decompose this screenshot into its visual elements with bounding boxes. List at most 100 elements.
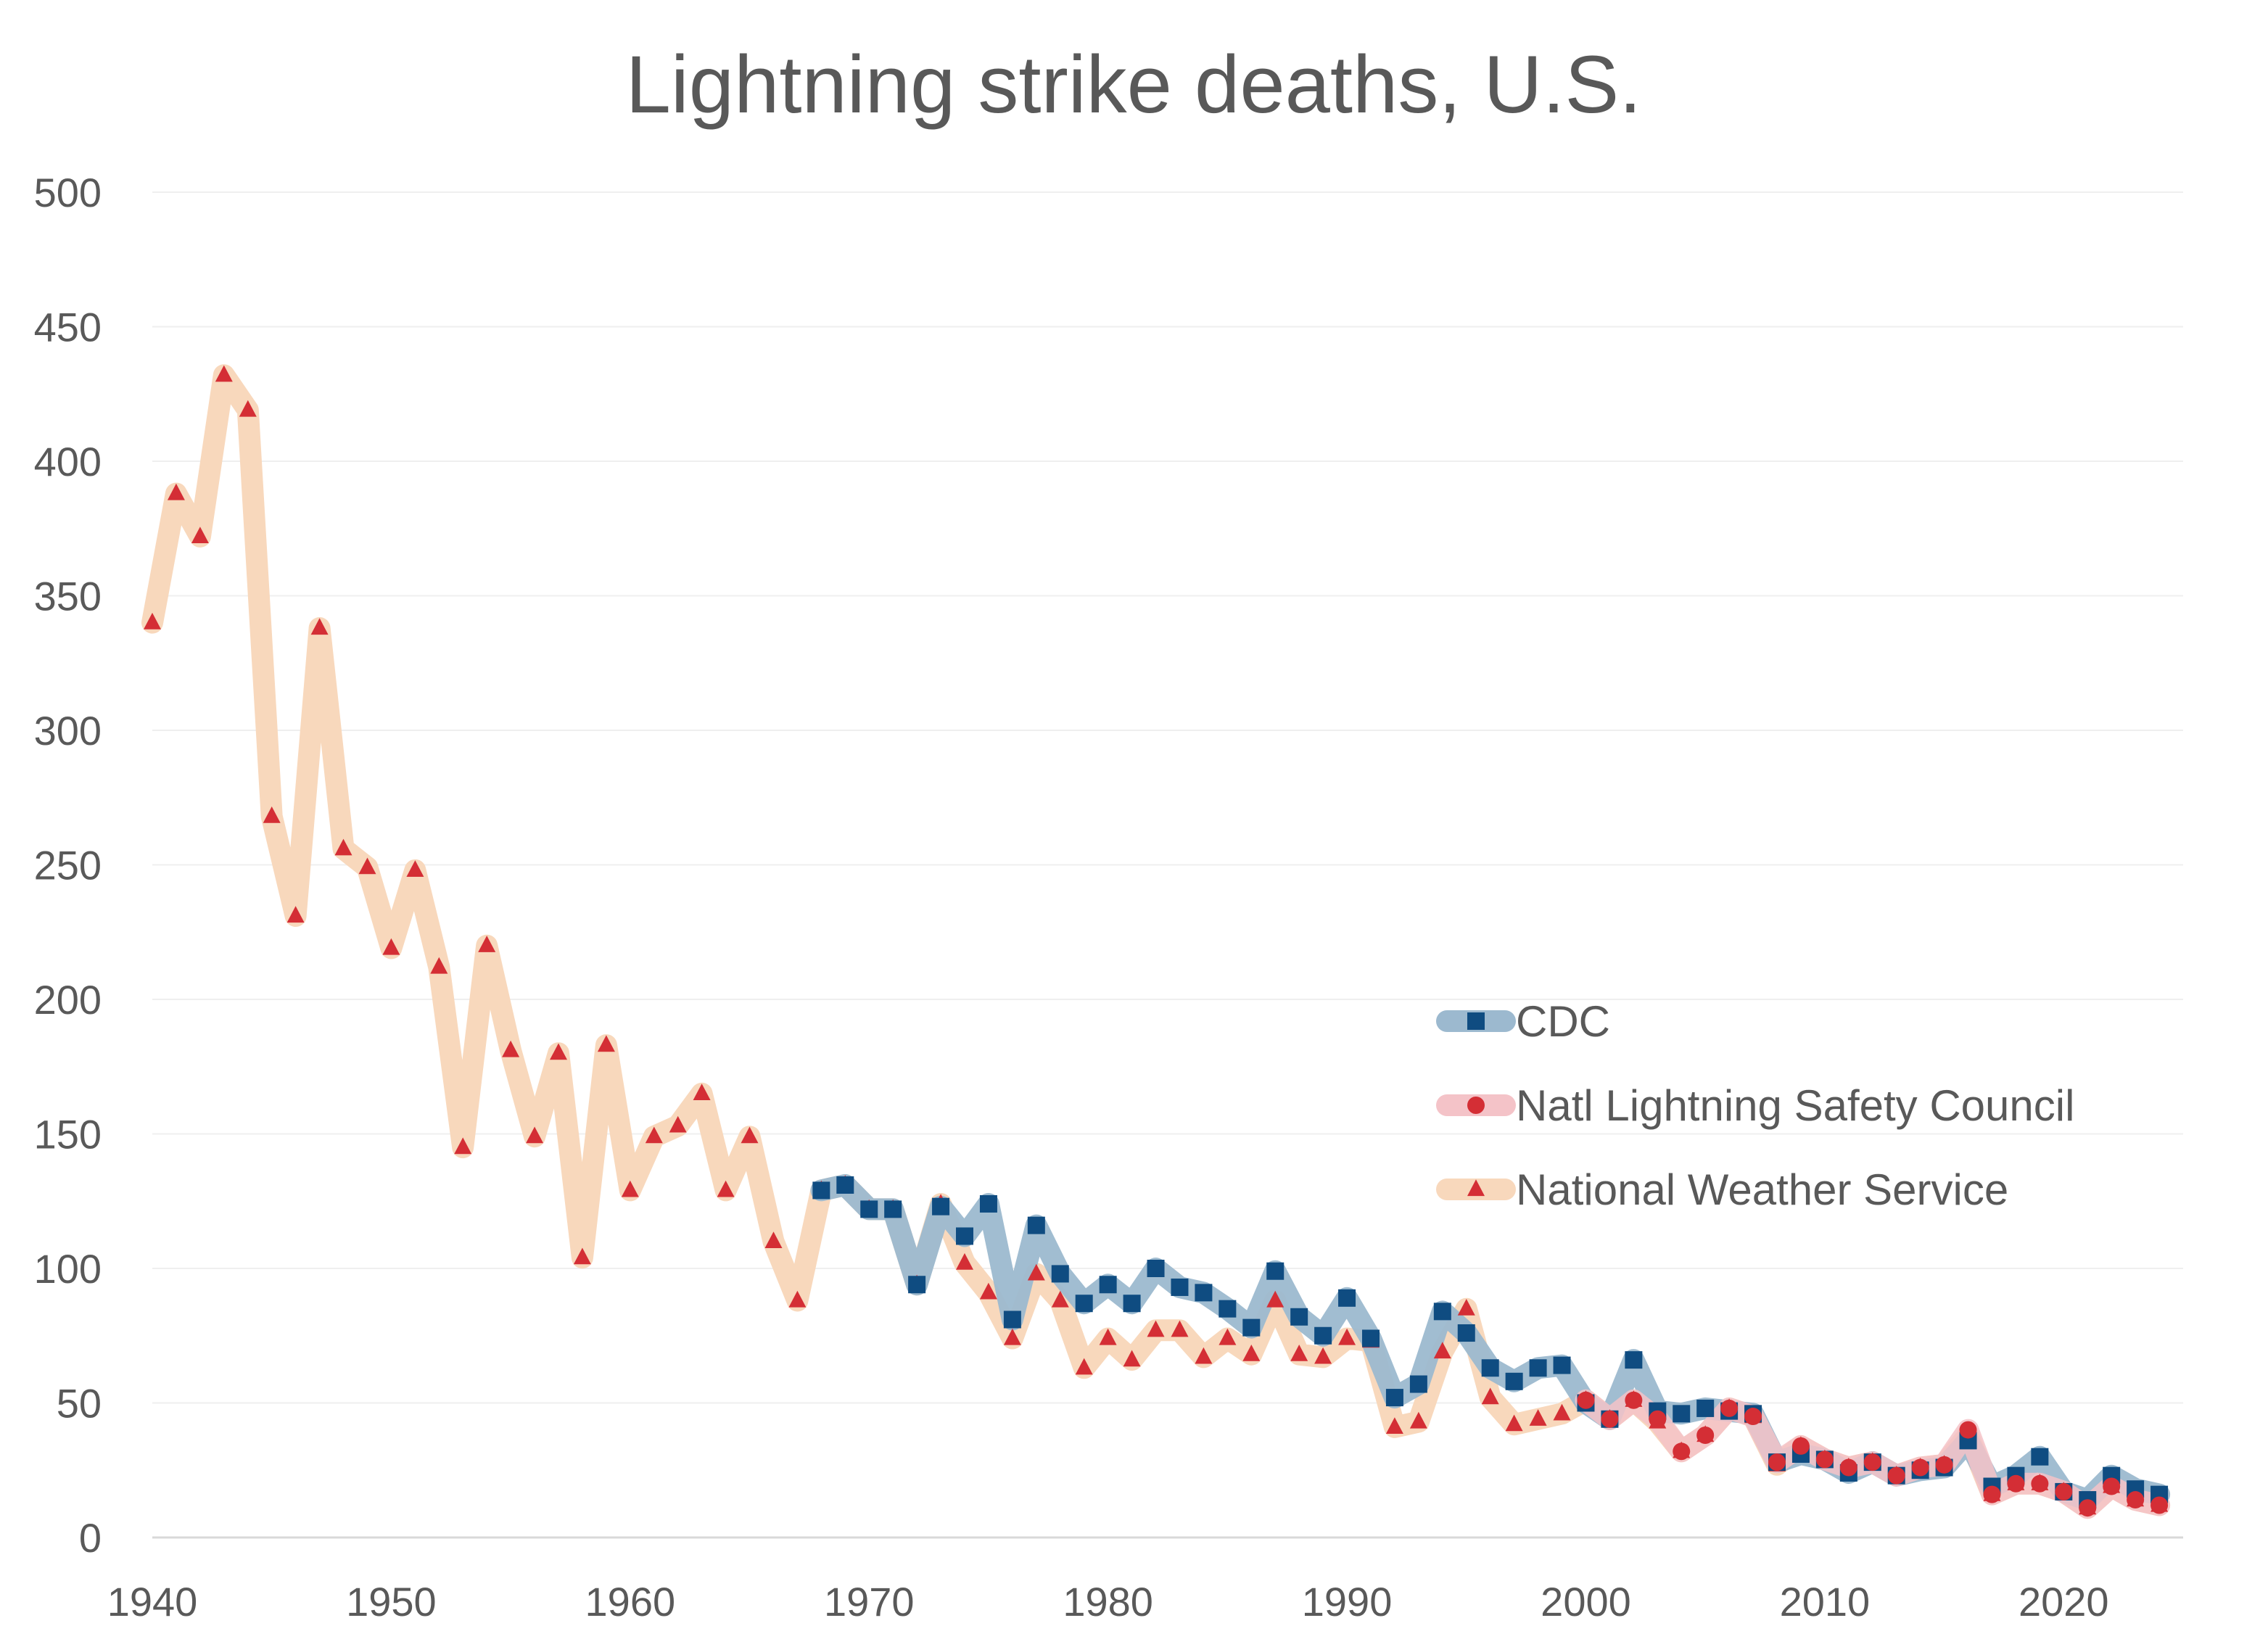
data-point — [1195, 1284, 1213, 1302]
data-point — [406, 860, 424, 877]
data-point — [144, 612, 161, 630]
data-point — [884, 1200, 902, 1218]
data-point — [1242, 1318, 1261, 1337]
data-point — [2151, 1496, 2169, 1514]
data-point — [1983, 1485, 2001, 1503]
data-point — [1003, 1328, 1021, 1345]
data-point — [1649, 1410, 1667, 1428]
data-point — [1433, 1342, 1451, 1359]
data-point — [860, 1200, 878, 1218]
data-point — [979, 1282, 997, 1300]
data-point — [191, 527, 209, 543]
data-point — [1099, 1276, 1117, 1294]
data-point — [1051, 1290, 1069, 1308]
data-point — [1075, 1358, 1093, 1375]
data-point — [1218, 1300, 1237, 1318]
data-point — [1385, 1389, 1403, 1407]
y-tick-label: 50 — [57, 1381, 102, 1427]
data-point — [1935, 1456, 1953, 1474]
data-point — [167, 483, 185, 500]
data-point — [1696, 1427, 1715, 1445]
data-point — [741, 1126, 759, 1144]
data-point — [1290, 1345, 1308, 1361]
data-point — [836, 1176, 854, 1194]
data-point — [2079, 1499, 2097, 1517]
data-point — [764, 1231, 783, 1248]
data-point — [1409, 1375, 1427, 1393]
data-point — [1290, 1308, 1308, 1326]
data-point — [812, 1181, 830, 1200]
data-point — [1505, 1414, 1523, 1432]
data-point — [1123, 1350, 1141, 1367]
data-point — [1171, 1320, 1189, 1337]
legend-marker — [1467, 1097, 1485, 1114]
data-point — [1123, 1295, 1141, 1313]
data-point — [1577, 1391, 1595, 1409]
data-point — [1362, 1329, 1380, 1347]
data-point — [1863, 1453, 1881, 1471]
data-point — [1027, 1216, 1045, 1234]
data-point — [645, 1126, 663, 1144]
data-point — [1338, 1289, 1356, 1307]
data-point — [597, 1035, 615, 1052]
data-point — [1673, 1405, 1691, 1423]
x-tick-label: 1970 — [824, 1579, 915, 1625]
y-tick-label: 400 — [34, 439, 102, 484]
data-point — [215, 365, 233, 382]
data-point — [1075, 1295, 1093, 1313]
y-tick-label: 0 — [79, 1515, 102, 1561]
x-tick-label: 2010 — [1780, 1579, 1871, 1625]
data-point — [1003, 1310, 1021, 1329]
data-point — [1099, 1328, 1117, 1345]
data-point — [1768, 1453, 1786, 1471]
data-point — [1338, 1328, 1356, 1345]
y-tick-label: 350 — [34, 574, 102, 619]
data-point — [2127, 1491, 2145, 1509]
data-point — [1887, 1466, 1905, 1485]
data-point — [1601, 1410, 1619, 1428]
data-point — [956, 1252, 973, 1270]
data-point — [1791, 1437, 1810, 1455]
chart-title: Lightning strike deaths, U.S. — [626, 39, 1642, 130]
data-point — [1481, 1359, 1499, 1377]
data-point — [788, 1290, 807, 1308]
data-point — [693, 1083, 711, 1100]
data-point — [1242, 1345, 1261, 1361]
y-tick-label: 500 — [34, 170, 102, 215]
data-point — [1171, 1278, 1189, 1296]
data-point — [932, 1197, 950, 1215]
y-tick-label: 250 — [34, 843, 102, 888]
data-point — [1457, 1299, 1475, 1316]
data-point — [286, 906, 305, 923]
data-point — [1625, 1351, 1643, 1369]
axes: 0 50 100 150 200 250 300 350 400 450 500 1940 1950 19… — [34, 170, 2109, 1625]
data-point — [621, 1180, 639, 1197]
data-point — [1314, 1326, 1332, 1345]
data-point — [1625, 1391, 1643, 1409]
data-point — [526, 1126, 544, 1144]
series — [141, 364, 2171, 1519]
data-point — [1839, 1458, 1857, 1477]
data-point — [2103, 1477, 2121, 1495]
x-tick-label: 1950 — [346, 1579, 437, 1625]
data-point — [1911, 1458, 1929, 1477]
data-point — [1481, 1387, 1499, 1405]
data-point — [1266, 1262, 1284, 1280]
data-point — [1696, 1399, 1715, 1417]
data-point — [1433, 1303, 1451, 1321]
data-point — [1673, 1442, 1691, 1461]
data-point — [502, 1040, 520, 1057]
x-tick-label: 2020 — [2018, 1579, 2109, 1625]
y-tick-label: 200 — [34, 977, 102, 1023]
data-point — [956, 1227, 973, 1245]
data-point — [358, 857, 376, 875]
series-markers-natl-lightning-safety-council — [1577, 1391, 2169, 1517]
data-point — [1027, 1263, 1045, 1281]
x-tick-label: 1980 — [1063, 1579, 1153, 1625]
data-point — [1147, 1260, 1165, 1277]
y-tick-label: 100 — [34, 1246, 102, 1292]
y-tick-label: 450 — [34, 305, 102, 350]
data-point — [1195, 1347, 1213, 1364]
data-point — [979, 1194, 997, 1213]
